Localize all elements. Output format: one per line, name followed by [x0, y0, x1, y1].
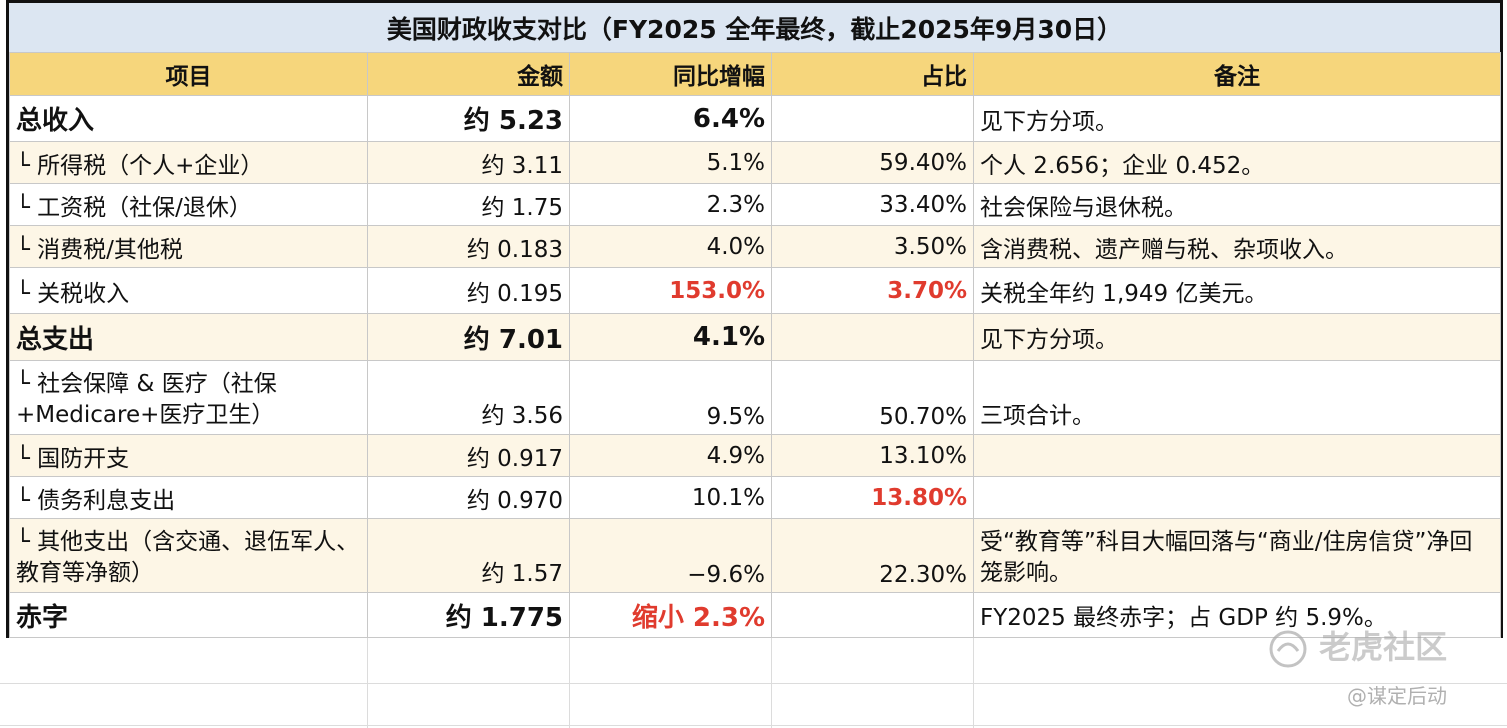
- header-note[interactable]: 备注: [973, 52, 1501, 96]
- cell-share[interactable]: 3.50%: [771, 225, 974, 268]
- cell-amount[interactable]: 约 0.917: [367, 434, 570, 477]
- cell-item[interactable]: └ 消费税/其他税: [9, 225, 368, 268]
- cell-note[interactable]: 受“教育等”科目大幅回落与“商业/住房信贷”净回笼影响。: [973, 518, 1501, 593]
- cell-share[interactable]: 33.40%: [771, 183, 974, 226]
- cell-item[interactable]: └ 关税收入: [9, 267, 368, 314]
- cell-note[interactable]: 社会保险与退休税。: [973, 183, 1501, 226]
- cell-share[interactable]: 50.70%: [771, 360, 974, 435]
- cell-yoy[interactable]: 4.9%: [569, 434, 772, 477]
- cell-amount[interactable]: 约 0.970: [367, 476, 570, 519]
- cell-note[interactable]: 见下方分项。: [973, 313, 1501, 361]
- cell-item[interactable]: └ 社会保障 & 医疗（社保+Medicare+医疗卫生）: [9, 360, 368, 435]
- cell-amount[interactable]: 约 3.56: [367, 360, 570, 435]
- table-row: 总支出 约 7.01 4.1% 见下方分项。: [9, 313, 1501, 361]
- cell-amount[interactable]: 约 3.11: [367, 141, 570, 184]
- cell-amount[interactable]: 约 0.195: [367, 267, 570, 314]
- table-title: 美国财政收支对比（FY2025 全年最终，截止2025年9月30日）: [9, 3, 1500, 53]
- table-row: 总收入 约 5.23 6.4% 见下方分项。: [9, 95, 1501, 142]
- cell-note[interactable]: 个人 2.656；企业 0.452。: [973, 141, 1501, 184]
- cell-yoy[interactable]: 4.0%: [569, 225, 772, 268]
- header-item[interactable]: 项目: [9, 52, 368, 96]
- cell-item[interactable]: └ 国防开支: [9, 434, 368, 477]
- table-row: └ 工资税（社保/退休） 约 1.75 2.3% 33.40% 社会保险与退休税…: [9, 183, 1501, 226]
- watermark-brand: 老虎社区: [1268, 622, 1447, 669]
- cell-item[interactable]: └ 其他支出（含交通、退伍军人、教育等净额）: [9, 518, 368, 593]
- cell-amount[interactable]: 约 0.183: [367, 225, 570, 268]
- cell-note[interactable]: 三项合计。: [973, 360, 1501, 435]
- cell-yoy-highlight[interactable]: 缩小 2.3%: [569, 592, 772, 638]
- tiger-logo-icon: [1269, 630, 1307, 668]
- table-row: └ 社会保障 & 医疗（社保+Medicare+医疗卫生） 约 3.56 9.5…: [9, 360, 1501, 435]
- header-share[interactable]: 占比: [771, 52, 974, 96]
- cell-note[interactable]: [973, 476, 1501, 519]
- header-yoy[interactable]: 同比增幅: [569, 52, 772, 96]
- cell-item[interactable]: 总收入: [9, 95, 368, 142]
- table-row: └ 关税收入 约 0.195 153.0% 3.70% 关税全年约 1,949 …: [9, 267, 1501, 314]
- cell-item[interactable]: 赤字: [9, 592, 368, 638]
- cell-share[interactable]: 22.30%: [771, 518, 974, 593]
- cell-share[interactable]: [771, 95, 974, 142]
- cell-amount[interactable]: 约 5.23: [367, 95, 570, 142]
- cell-yoy[interactable]: 5.1%: [569, 141, 772, 184]
- cell-note[interactable]: 关税全年约 1,949 亿美元。: [973, 267, 1501, 314]
- cell-share[interactable]: [771, 592, 974, 638]
- cell-yoy[interactable]: 6.4%: [569, 95, 772, 142]
- cell-yoy[interactable]: 2.3%: [569, 183, 772, 226]
- header-row: 项目 金额 同比增幅 占比 备注: [9, 52, 1501, 96]
- cell-share-highlight[interactable]: 13.80%: [771, 476, 974, 519]
- cell-item[interactable]: └ 债务利息支出: [9, 476, 368, 519]
- table-row: └ 其他支出（含交通、退伍军人、教育等净额） 约 1.57 −9.6% 22.3…: [9, 518, 1501, 593]
- cell-share[interactable]: [771, 313, 974, 361]
- cell-yoy[interactable]: 10.1%: [569, 476, 772, 519]
- watermark-author: @谋定后动: [1347, 684, 1447, 708]
- cell-share[interactable]: 59.40%: [771, 141, 974, 184]
- cell-yoy[interactable]: 9.5%: [569, 360, 772, 435]
- table-row: └ 消费税/其他税 约 0.183 4.0% 3.50% 含消费税、遗产赠与税、…: [9, 225, 1501, 268]
- table-row: └ 债务利息支出 约 0.970 10.1% 13.80%: [9, 476, 1501, 519]
- cell-amount[interactable]: 约 1.75: [367, 183, 570, 226]
- table-row: └ 国防开支 约 0.917 4.9% 13.10%: [9, 434, 1501, 477]
- cell-amount[interactable]: 约 1.775: [367, 592, 570, 638]
- cell-note[interactable]: 见下方分项。: [973, 95, 1501, 142]
- data-table: 项目 金额 同比增幅 占比 备注 总收入 约 5.23 6.4% 见下方分项。 …: [9, 52, 1501, 638]
- watermark-brand-text: 老虎社区: [1319, 628, 1448, 666]
- cell-amount[interactable]: 约 7.01: [367, 313, 570, 361]
- cell-note[interactable]: [973, 434, 1501, 477]
- fiscal-table: 美国财政收支对比（FY2025 全年最终，截止2025年9月30日） 项目 金额…: [6, 0, 1503, 638]
- cell-yoy-highlight[interactable]: 153.0%: [569, 267, 772, 314]
- cell-note[interactable]: 含消费税、遗产赠与税、杂项收入。: [973, 225, 1501, 268]
- cell-note[interactable]: FY2025 最终赤字；占 GDP 约 5.9%。: [973, 592, 1501, 638]
- cell-item[interactable]: └ 所得税（个人+企业）: [9, 141, 368, 184]
- cell-share-highlight[interactable]: 3.70%: [771, 267, 974, 314]
- cell-item[interactable]: 总支出: [9, 313, 368, 361]
- cell-share[interactable]: 13.10%: [771, 434, 974, 477]
- cell-yoy[interactable]: −9.6%: [569, 518, 772, 593]
- cell-amount[interactable]: 约 1.57: [367, 518, 570, 593]
- table-row: 赤字 约 1.775 缩小 2.3% FY2025 最终赤字；占 GDP 约 5…: [9, 592, 1501, 638]
- cell-yoy[interactable]: 4.1%: [569, 313, 772, 361]
- cell-item[interactable]: └ 工资税（社保/退休）: [9, 183, 368, 226]
- header-amount[interactable]: 金额: [367, 52, 570, 96]
- table-row: └ 所得税（个人+企业） 约 3.11 5.1% 59.40% 个人 2.656…: [9, 141, 1501, 184]
